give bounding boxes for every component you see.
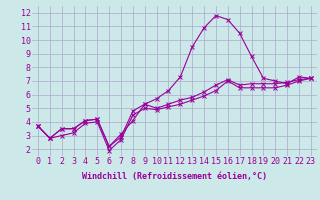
X-axis label: Windchill (Refroidissement éolien,°C): Windchill (Refroidissement éolien,°C) (82, 172, 267, 181)
